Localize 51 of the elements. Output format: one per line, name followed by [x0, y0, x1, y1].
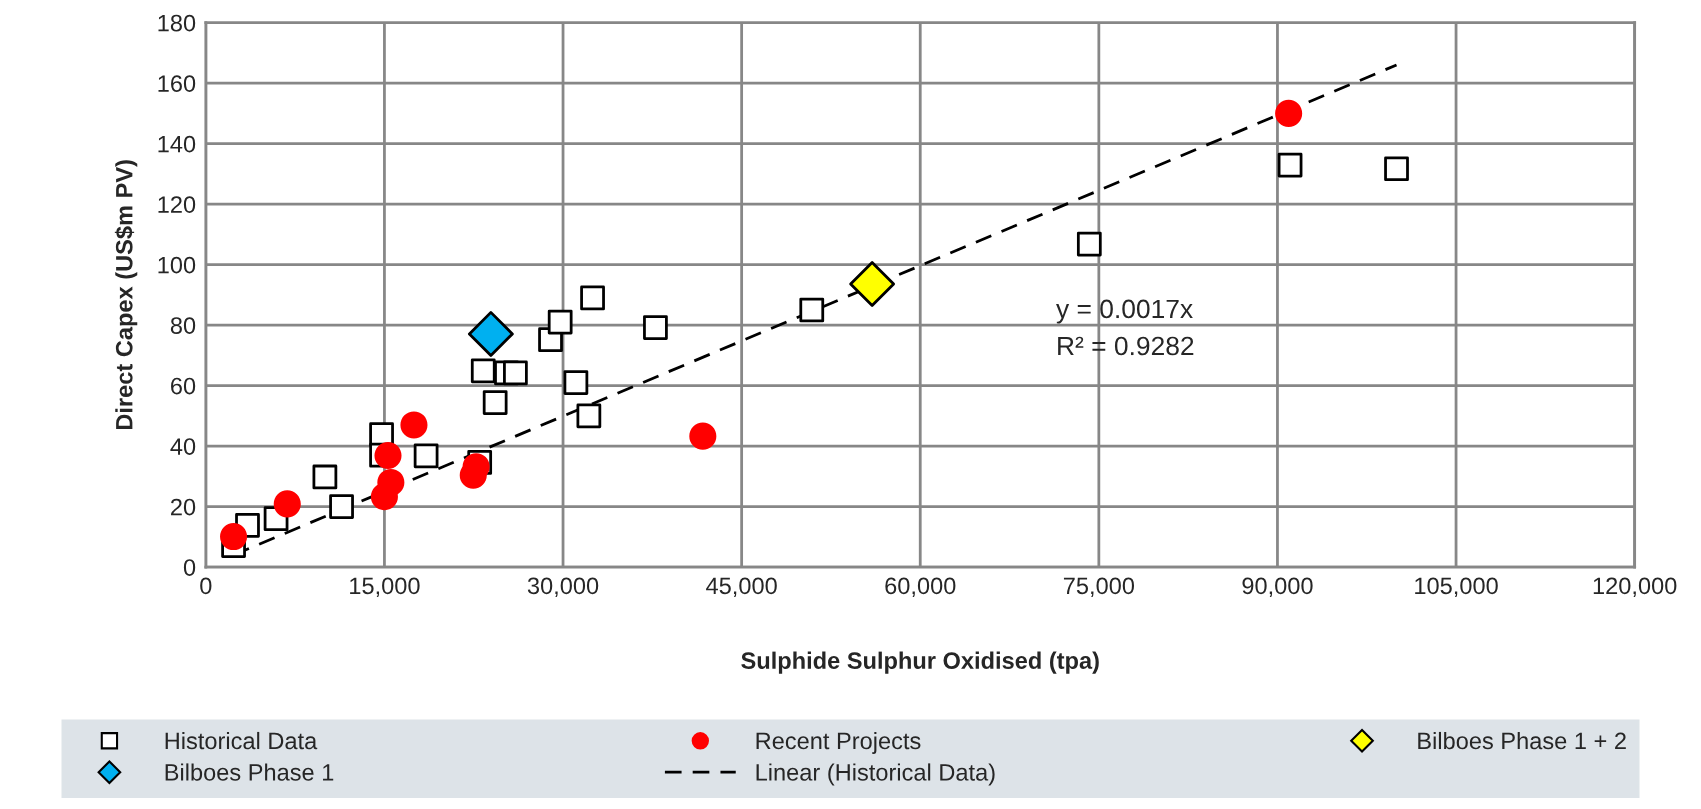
point [503, 360, 528, 386]
point [547, 309, 573, 335]
x-axis-title: Sulphide Sulphur Oxidised (tpa) [741, 651, 1099, 674]
y-axis-title: Direct Capex (US$m PV) [114, 160, 138, 430]
x-tick-label: 60,000 [885, 577, 956, 597]
point [273, 490, 301, 518]
legend-label: Bilboes Phase 1 + 2 [1418, 731, 1626, 750]
point [1275, 99, 1303, 127]
point [467, 310, 514, 357]
y-tick-label: 120 [158, 196, 196, 213]
point [1384, 156, 1409, 182]
point [1076, 231, 1102, 257]
x-tick-label: 105,000 [1415, 577, 1498, 597]
point [312, 464, 338, 490]
y-tick-label: 80 [170, 317, 196, 334]
y-tick-label: 0 [183, 559, 196, 576]
x-tick-label: 0 [200, 577, 212, 595]
legend-label: Bilboes Phase 1 [165, 763, 334, 781]
legend-label: Linear (Historical Data) [756, 763, 995, 786]
point [689, 422, 717, 450]
point [374, 441, 402, 470]
point [329, 494, 354, 519]
legend-label: Historical Data [165, 731, 318, 750]
point [849, 261, 896, 307]
y-tick-label: 140 [158, 135, 196, 153]
legend-label: Recent Projects [756, 731, 921, 754]
y-tick-label: 60 [171, 377, 196, 395]
x-tick-label: 15,000 [350, 577, 420, 597]
point [413, 443, 439, 469]
point [563, 370, 589, 395]
annotation: y = 0.0017x [1056, 299, 1193, 324]
y-tick-label: 180 [158, 14, 196, 32]
y-tick-label: 20 [171, 498, 196, 516]
point [370, 483, 398, 511]
point [580, 285, 605, 311]
x-tick-label: 120,000 [1593, 577, 1677, 597]
point [220, 523, 248, 551]
point [470, 358, 496, 384]
point [576, 403, 602, 429]
x-tick-label: 30,000 [527, 577, 599, 597]
point [643, 315, 668, 340]
point [482, 390, 508, 415]
point [799, 297, 825, 323]
x-tick-label: 75,000 [1063, 577, 1135, 597]
y-tick-label: 40 [170, 438, 196, 455]
y-tick-label: 100 [158, 256, 196, 274]
x-tick-label: 45,000 [706, 577, 777, 597]
point [1277, 152, 1303, 178]
point [400, 411, 428, 439]
x-tick-label: 90,000 [1242, 577, 1313, 597]
y-tick-label: 160 [158, 75, 196, 92]
